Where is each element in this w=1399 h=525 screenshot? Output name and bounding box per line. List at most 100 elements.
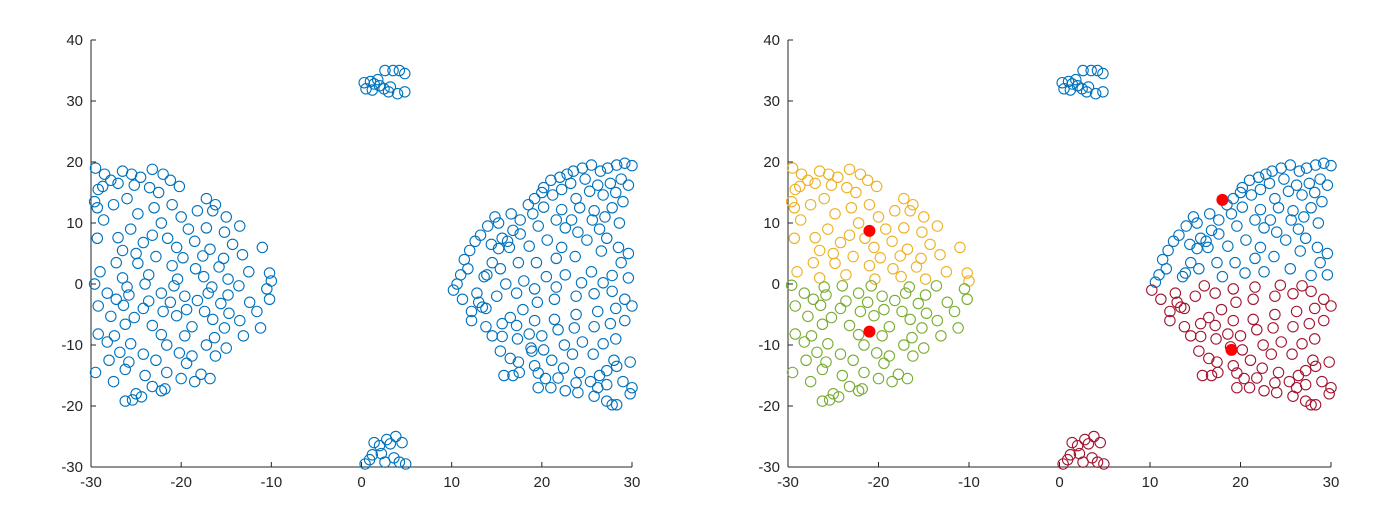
data-point bbox=[1175, 301, 1187, 313]
x-tick-label: 10 bbox=[443, 474, 460, 491]
data-point bbox=[157, 305, 169, 318]
data-point bbox=[617, 375, 629, 388]
data-point bbox=[619, 293, 631, 305]
data-point bbox=[587, 348, 599, 360]
data-point bbox=[1222, 328, 1234, 340]
data-point bbox=[1227, 192, 1240, 205]
data-point bbox=[1272, 366, 1285, 379]
data-point bbox=[213, 261, 225, 273]
data-point bbox=[237, 330, 250, 342]
data-point bbox=[1321, 247, 1334, 260]
data-point bbox=[1184, 238, 1196, 251]
data-point bbox=[858, 339, 870, 351]
data-point bbox=[1263, 177, 1276, 190]
data-point bbox=[180, 303, 193, 316]
data-point bbox=[832, 171, 844, 184]
data-point bbox=[813, 244, 826, 257]
data-point bbox=[396, 436, 408, 449]
data-point bbox=[852, 287, 865, 299]
data-point bbox=[160, 366, 173, 379]
data-point bbox=[1178, 320, 1191, 333]
data-point bbox=[1216, 270, 1229, 283]
data-point bbox=[1299, 364, 1312, 377]
data-point bbox=[234, 220, 246, 232]
data-point bbox=[904, 205, 916, 217]
data-point bbox=[1287, 288, 1299, 300]
data-point bbox=[382, 86, 395, 98]
data-point bbox=[1314, 256, 1326, 269]
data-point bbox=[1194, 330, 1207, 343]
data-point bbox=[622, 272, 635, 284]
data-point bbox=[899, 287, 912, 299]
data-point bbox=[108, 330, 121, 342]
data-point bbox=[1205, 224, 1218, 237]
data-point bbox=[541, 234, 553, 246]
data-point bbox=[919, 273, 932, 285]
data-point bbox=[604, 177, 617, 190]
data-point bbox=[458, 253, 471, 266]
data-point bbox=[223, 307, 235, 320]
data-point bbox=[146, 319, 159, 332]
data-point bbox=[1097, 67, 1109, 80]
centroid-marker bbox=[863, 325, 876, 338]
data-point bbox=[526, 345, 538, 357]
data-point bbox=[1200, 235, 1212, 248]
data-point bbox=[1088, 430, 1100, 443]
data-point bbox=[863, 198, 876, 211]
x-tick-label: -30 bbox=[80, 474, 102, 491]
data-point bbox=[1314, 173, 1326, 185]
data-point bbox=[931, 220, 944, 232]
data-point bbox=[1249, 281, 1261, 293]
data-point bbox=[504, 352, 517, 365]
data-point bbox=[798, 287, 811, 299]
data-point bbox=[961, 267, 973, 279]
data-point bbox=[1321, 179, 1334, 191]
data-point bbox=[588, 320, 600, 333]
data-point bbox=[1287, 205, 1299, 217]
data-point bbox=[454, 269, 467, 281]
data-point bbox=[1176, 270, 1189, 283]
data-point bbox=[173, 180, 186, 193]
data-point bbox=[581, 234, 593, 246]
data-point bbox=[794, 214, 807, 226]
x-tick-label: -20 bbox=[868, 474, 890, 491]
data-point bbox=[1258, 222, 1270, 234]
data-point bbox=[384, 438, 397, 450]
data-point bbox=[916, 226, 928, 238]
data-point bbox=[1194, 232, 1207, 245]
data-point bbox=[1082, 81, 1095, 93]
data-point bbox=[155, 217, 168, 229]
data-point bbox=[847, 250, 859, 263]
data-point bbox=[584, 375, 597, 388]
data-point bbox=[832, 391, 845, 403]
data-point bbox=[597, 338, 609, 350]
data-point bbox=[510, 319, 523, 332]
data-point bbox=[1249, 214, 1261, 226]
x-tick-label: -10 bbox=[958, 474, 980, 491]
data-point bbox=[813, 272, 826, 284]
data-point bbox=[368, 78, 380, 90]
data-point bbox=[845, 202, 858, 214]
data-point bbox=[1287, 320, 1299, 333]
data-point bbox=[166, 198, 178, 211]
data-point bbox=[160, 339, 173, 351]
y-tick-label: 40 bbox=[66, 32, 83, 49]
data-point bbox=[1252, 171, 1265, 184]
data-point bbox=[1231, 220, 1243, 232]
data-point bbox=[503, 241, 516, 254]
centroids bbox=[863, 193, 1238, 356]
data-point bbox=[1247, 313, 1259, 326]
data-point bbox=[209, 350, 222, 362]
data-point bbox=[134, 171, 147, 184]
data-point bbox=[1187, 211, 1200, 223]
data-point bbox=[1211, 356, 1223, 368]
data-point bbox=[874, 252, 887, 264]
data-point bbox=[1211, 256, 1223, 269]
data-point bbox=[816, 395, 829, 407]
y-tick-label: 30 bbox=[763, 93, 780, 110]
data-point bbox=[494, 345, 507, 357]
data-point bbox=[573, 366, 586, 379]
data-point bbox=[1290, 305, 1303, 318]
data-point bbox=[164, 296, 177, 309]
